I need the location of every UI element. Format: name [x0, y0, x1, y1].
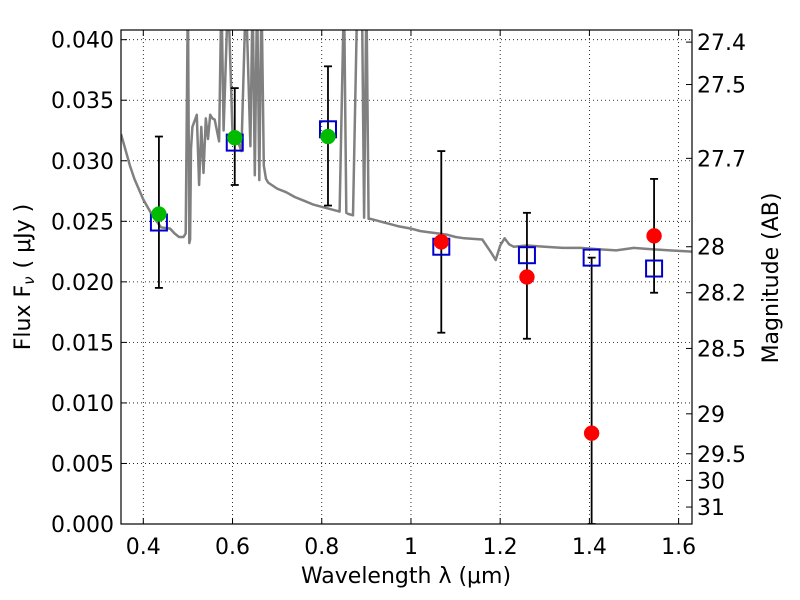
- observed-flux-point: [646, 228, 662, 244]
- y2-tick-label: 31: [697, 496, 725, 521]
- y-tick-label: 0.020: [51, 271, 114, 296]
- plot-frame: [120, 29, 693, 525]
- x-tick-label: 1.2: [483, 535, 518, 560]
- y2-tick-label: 28.2: [697, 282, 746, 307]
- x-tick-label: 1.6: [661, 535, 696, 560]
- model-flux-square: [645, 259, 664, 278]
- x-axis-label: Wavelength λ (μm): [301, 564, 511, 589]
- y2-tick-label: 29: [697, 403, 725, 428]
- y2-tick-label: 27.4: [697, 31, 746, 56]
- y-axis-label-subscript: ν: [20, 276, 38, 284]
- y2-tick-label: 30: [697, 469, 725, 494]
- y-tick-label: 0.025: [51, 210, 114, 235]
- y2-tick-label: 27.7: [697, 147, 746, 172]
- y2-tick-label: 28: [697, 236, 725, 261]
- observed-flux-point: [583, 425, 600, 441]
- y-tick-label: 0.000: [51, 513, 114, 538]
- y-tick-label: 0.035: [51, 89, 114, 114]
- y2-axis-label: Magnitude (AB): [759, 193, 784, 364]
- series-layer: [121, 30, 692, 524]
- model-flux-square: [517, 246, 536, 265]
- observed-flux-point: [433, 234, 450, 250]
- y2-tick-label: 29.5: [697, 443, 746, 468]
- x-tick-label: 0.8: [304, 535, 339, 560]
- y-tick-label: 0.005: [51, 452, 114, 477]
- y-tick-label: 0.030: [51, 150, 114, 175]
- ticks: 0.4 0.6 0.8 1 1.2 1.4 1.6 0.000 0.005 0.010 0.015 0…: [51, 29, 746, 560]
- observed-flux-point: [519, 269, 535, 285]
- grid: [121, 30, 692, 525]
- y2-tick-label: 28.5: [697, 337, 746, 362]
- y-axis-label-unit: ( μJy ): [11, 204, 36, 269]
- y-axis-label: Flux Fν ( μJy ): [11, 204, 38, 350]
- model-flux-square: [582, 248, 601, 267]
- y-axis-label-main: Flux F: [11, 285, 36, 350]
- svg-text:Flux Fν( μJy ): Flux Fν ( μJy ): [11, 204, 38, 350]
- x-tick-label: 1: [404, 535, 418, 560]
- model-spectrum-line: [121, 30, 692, 262]
- x-tick-label: 1.4: [572, 535, 607, 560]
- x-tick-label: 0.4: [126, 535, 161, 560]
- x-tick-label: 0.6: [215, 535, 250, 560]
- observed-flux-point: [320, 128, 336, 145]
- y2-tick-label: 27.5: [697, 73, 746, 98]
- y-tick-label: 0.010: [51, 392, 114, 417]
- observed-flux-point: [227, 130, 243, 146]
- y-tick-label: 0.040: [51, 29, 114, 54]
- y-tick-label: 0.015: [51, 331, 114, 356]
- observed-flux-point: [151, 206, 167, 222]
